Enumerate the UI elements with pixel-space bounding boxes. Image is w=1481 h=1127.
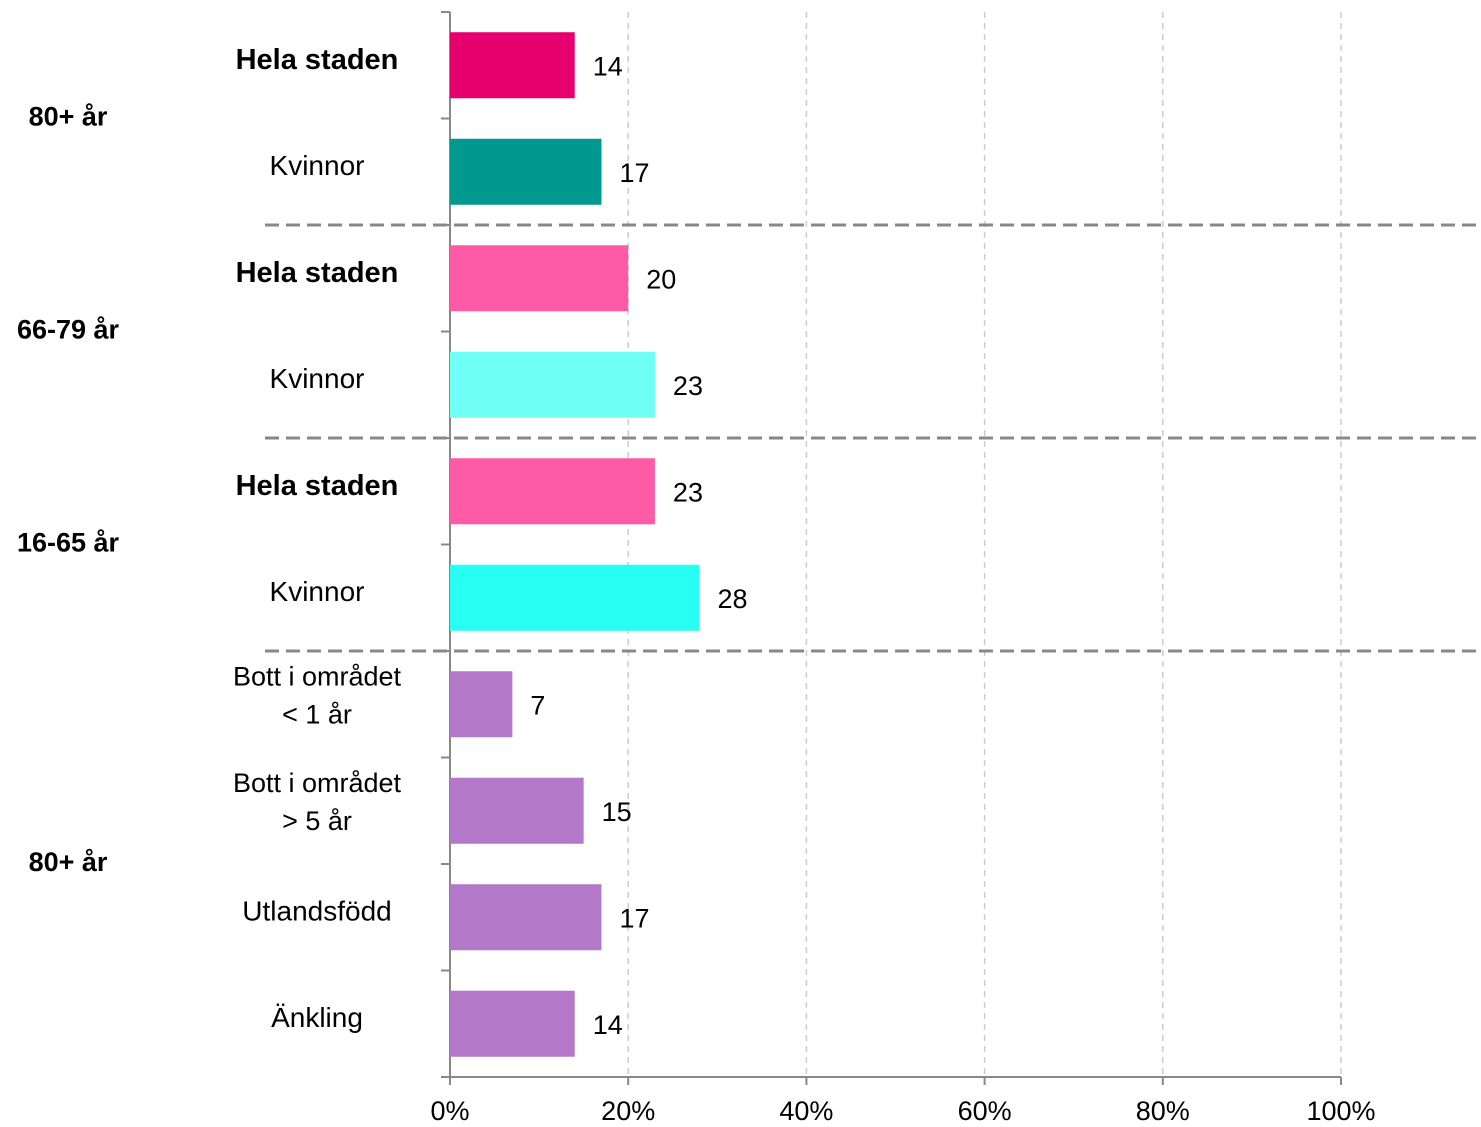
category-label: Kvinnor [270, 363, 365, 394]
bar [450, 32, 575, 99]
bar [450, 351, 655, 418]
category-label: Bott i området [233, 768, 402, 798]
bar [450, 564, 700, 631]
value-label: 17 [619, 903, 649, 933]
x-tick-label: 40% [779, 1096, 833, 1126]
group-label: 80+ år [29, 102, 108, 132]
bar [450, 777, 584, 844]
bar [450, 990, 575, 1057]
x-tick-label: 100% [1306, 1096, 1375, 1126]
category-label: Bott i området [233, 661, 402, 691]
value-label: 23 [673, 477, 703, 507]
value-label: 15 [602, 797, 632, 827]
x-tick-label: 60% [958, 1096, 1012, 1126]
category-label: Änkling [271, 1002, 363, 1033]
group-label: 16-65 år [17, 528, 120, 558]
category-label: Hela staden [236, 44, 399, 76]
x-tick-label: 80% [1136, 1096, 1190, 1126]
x-tick-label: 20% [601, 1096, 655, 1126]
category-label: Kvinnor [270, 576, 365, 607]
value-label: 28 [717, 584, 747, 614]
bar [450, 671, 513, 738]
value-label: 20 [646, 264, 676, 294]
category-label: Kvinnor [270, 150, 365, 181]
value-label: 14 [593, 51, 623, 81]
category-label: > 5 år [282, 806, 352, 836]
value-label: 7 [530, 690, 545, 720]
bar [450, 138, 602, 205]
bar [450, 245, 629, 312]
group-label: 80+ år [29, 847, 108, 877]
value-label: 14 [593, 1010, 623, 1040]
value-label: 17 [619, 158, 649, 188]
bar [450, 458, 655, 525]
category-label: < 1 år [282, 699, 352, 729]
category-label: Hela staden [236, 257, 399, 289]
group-label: 66-79 år [17, 315, 120, 345]
x-tick-label: 0% [430, 1096, 469, 1126]
value-label: 23 [673, 371, 703, 401]
bar [450, 884, 602, 951]
category-label: Utlandsfödd [242, 896, 391, 927]
category-label: Hela staden [236, 470, 399, 502]
